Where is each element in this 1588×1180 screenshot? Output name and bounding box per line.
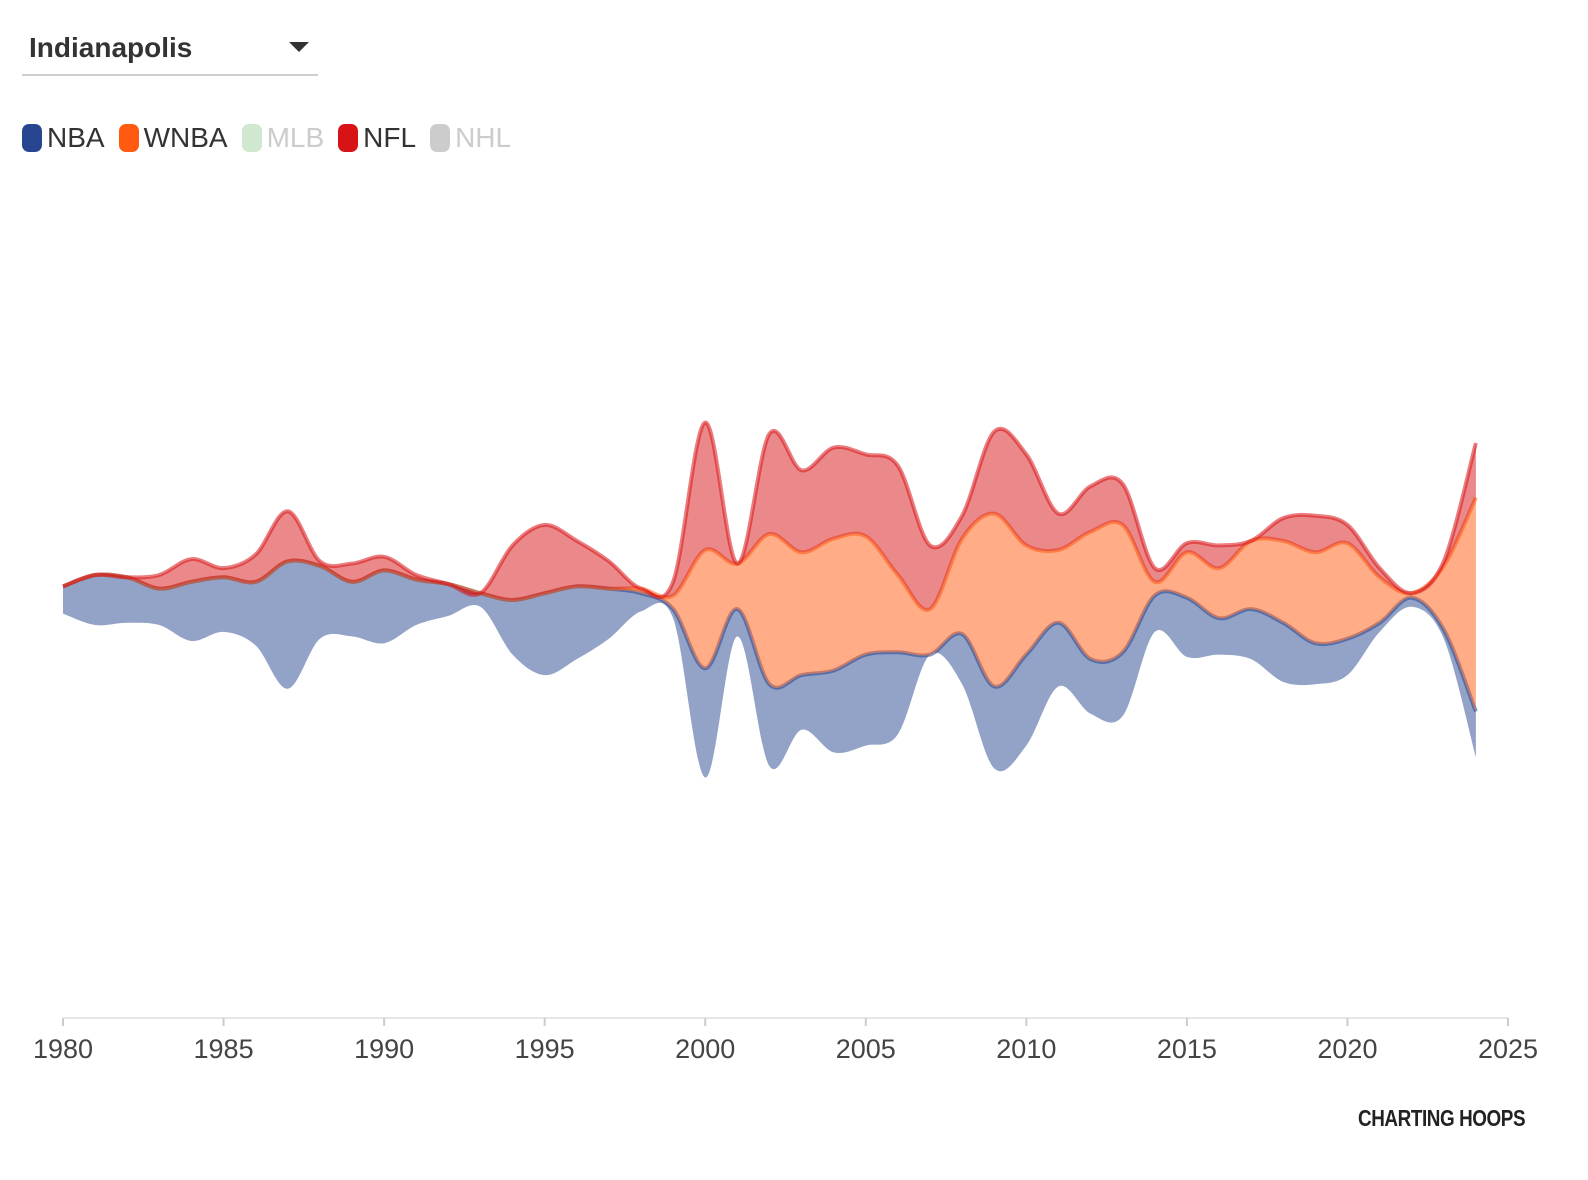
legend-label-nhl: NHL (455, 122, 512, 153)
legend-swatch-mlb (241, 124, 262, 152)
stream-area-nfl[interactable] (63, 422, 1476, 610)
x-tick-label-1985: 1985 (194, 1034, 254, 1064)
legend-label-nba: NBA (47, 122, 105, 153)
stream-area-nba[interactable] (63, 560, 1476, 778)
x-tick-label-2000: 2000 (675, 1034, 735, 1064)
x-tick-label-1995: 1995 (515, 1034, 575, 1064)
stream-edge-nfl (62, 420, 1478, 600)
legend-item-nhl[interactable]: NHL (430, 122, 511, 154)
x-tick-label-2020: 2020 (1317, 1034, 1377, 1064)
city-selector-label: Indianapolis (29, 32, 193, 63)
legend-item-nfl[interactable]: NFL (338, 122, 416, 154)
legend-item-mlb[interactable]: MLB (241, 122, 325, 154)
chevron-down-icon (289, 42, 309, 52)
x-tick-label-2005: 2005 (836, 1034, 896, 1064)
legend-label-mlb: MLB (266, 122, 325, 153)
legend-item-nba[interactable]: NBA (22, 122, 105, 154)
city-selector[interactable]: Indianapolis (22, 22, 318, 76)
legend: NBA WNBA MLB NFL NHL (22, 118, 525, 158)
legend-swatch-nba (22, 124, 42, 152)
legend-label-wnba: WNBA (143, 122, 228, 153)
logo-text: CHARTING HOOPS (1358, 1104, 1526, 1131)
legend-swatch-nhl (430, 124, 451, 152)
legend-swatch-wnba (118, 124, 139, 152)
x-tick-label-2010: 2010 (996, 1034, 1056, 1064)
x-axis: 1980 1985 1990 1995 2000 2005 2010 2015 2020 2025 (33, 1017, 1538, 1064)
x-tick-label-1990: 1990 (354, 1034, 414, 1064)
x-tick-label-2025: 2025 (1478, 1034, 1538, 1064)
charting-hoops-logo: CHARTING HOOPS (1352, 1098, 1552, 1138)
legend-item-wnba[interactable]: WNBA (118, 122, 228, 154)
stream-area-wnba[interactable] (63, 497, 1476, 712)
legend-swatch-nfl (338, 124, 359, 152)
legend-label-nfl: NFL (363, 122, 417, 153)
streams (62, 420, 1478, 778)
x-tick-label-1980: 1980 (33, 1034, 93, 1064)
x-tick-label-2015: 2015 (1157, 1034, 1217, 1064)
